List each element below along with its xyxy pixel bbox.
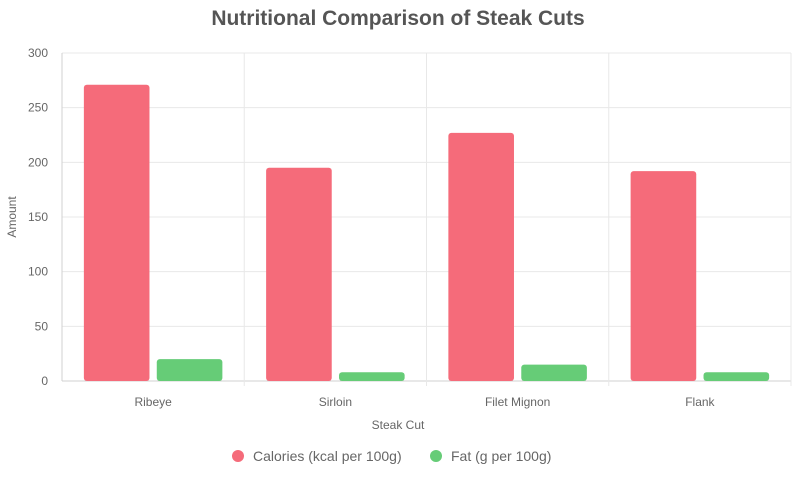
y-tick-label: 100 — [28, 265, 48, 279]
bar-fat-ribeye[interactable] — [156, 359, 223, 381]
bar-calories-ribeye[interactable] — [83, 84, 150, 381]
legend-label-fat: Fat (g per 100g) — [451, 448, 551, 464]
bars — [83, 84, 770, 381]
bar-fat-sirloin[interactable] — [339, 372, 405, 381]
legend-swatch-fat — [430, 450, 442, 462]
y-tick-label: 250 — [28, 101, 48, 115]
bar-calories-filet-mignon[interactable] — [448, 132, 514, 381]
bar-calories-sirloin[interactable] — [266, 167, 332, 381]
y-tick-label: 150 — [28, 210, 48, 224]
x-tick-label: Filet Mignon — [485, 395, 550, 409]
y-axis-ticks: 0 50 100 150 200 250 300 — [28, 46, 48, 388]
bar-fat-flank[interactable] — [703, 372, 770, 381]
x-tick-label: Ribeye — [134, 395, 172, 409]
x-axis-label: Steak Cut — [372, 418, 425, 432]
legend-swatch-calories — [232, 450, 244, 462]
legend-label-calories: Calories (kcal per 100g) — [253, 448, 402, 464]
legend-item-fat[interactable]: Fat (g per 100g) — [430, 448, 551, 464]
y-tick-label: 300 — [28, 46, 48, 60]
y-tick-label: 50 — [35, 319, 49, 333]
chart-title: Nutritional Comparison of Steak Cuts — [211, 7, 584, 30]
y-tick-label: 200 — [28, 155, 48, 169]
y-tick-label: 0 — [41, 374, 48, 388]
x-axis-ticks: Ribeye Sirloin Filet Mignon Flank — [134, 395, 715, 409]
legend-item-calories[interactable]: Calories (kcal per 100g) — [232, 448, 402, 464]
bar-fat-filet-mignon[interactable] — [521, 364, 587, 381]
grid — [61, 52, 792, 386]
bar-calories-flank[interactable] — [630, 171, 697, 381]
x-tick-label: Sirloin — [319, 395, 352, 409]
legend: Calories (kcal per 100g) Fat (g per 100g… — [232, 448, 551, 464]
x-tick-label: Flank — [685, 395, 715, 409]
y-axis-label: Amount — [5, 196, 19, 238]
